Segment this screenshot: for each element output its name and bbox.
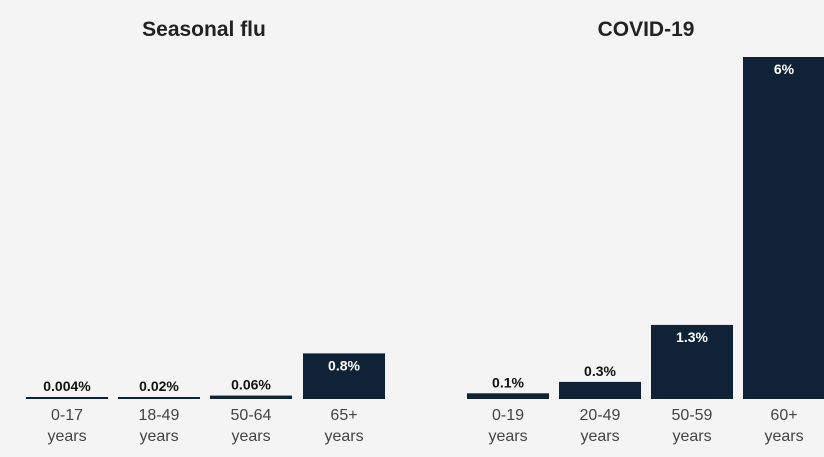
- seasonal-flu-tick-label-2: 18-49: [139, 407, 180, 424]
- seasonal-flu-value-label-1: 0.004%: [43, 378, 91, 394]
- covid-19-tick-label-4: 60+: [770, 407, 797, 424]
- covid-19-tick-label-3: 50-59: [672, 407, 713, 424]
- seasonal-flu-tick-label-4: 65+: [330, 407, 357, 424]
- covid-19-tick-sublabel-1: years: [488, 428, 527, 445]
- covid-19-bar-4: [743, 57, 824, 399]
- covid-19-bar-1: [467, 393, 549, 399]
- seasonal-flu-tick-label-3: 50-64: [231, 407, 272, 424]
- seasonal-flu-value-label-3: 0.06%: [231, 377, 271, 393]
- covid-19-value-label-2: 0.3%: [584, 363, 616, 379]
- covid-19-value-label-3: 1.3%: [676, 329, 708, 345]
- covid-19-tick-sublabel-4: years: [764, 428, 803, 445]
- covid-19-tick-sublabel-3: years: [672, 428, 711, 445]
- seasonal-flu-tick-sublabel-1: years: [47, 428, 86, 445]
- seasonal-flu-value-label-2: 0.02%: [139, 378, 179, 394]
- covid-19-title: COVID-19: [598, 18, 695, 41]
- covid-19-bar-2: [559, 382, 641, 399]
- covid-19-tick-label-2: 20-49: [580, 407, 621, 424]
- covid-19-tick-sublabel-2: years: [580, 428, 619, 445]
- seasonal-flu-bar-3: [210, 396, 292, 399]
- seasonal-flu-tick-label-1: 0-17: [51, 407, 83, 424]
- seasonal-flu-tick-sublabel-3: years: [231, 428, 270, 445]
- seasonal-flu-bar-2: [118, 397, 200, 399]
- covid-19-tick-label-1: 0-19: [492, 407, 524, 424]
- seasonal-flu-tick-sublabel-2: years: [139, 428, 178, 445]
- seasonal-flu-title: Seasonal flu: [142, 18, 266, 41]
- seasonal-flu-tick-sublabel-4: years: [324, 428, 363, 445]
- covid-19-value-label-1: 0.1%: [492, 374, 524, 390]
- covid-19-value-label-4: 6%: [774, 61, 795, 77]
- seasonal-flu-value-label-4: 0.8%: [328, 357, 360, 373]
- seasonal-flu-bar-1: [26, 397, 108, 399]
